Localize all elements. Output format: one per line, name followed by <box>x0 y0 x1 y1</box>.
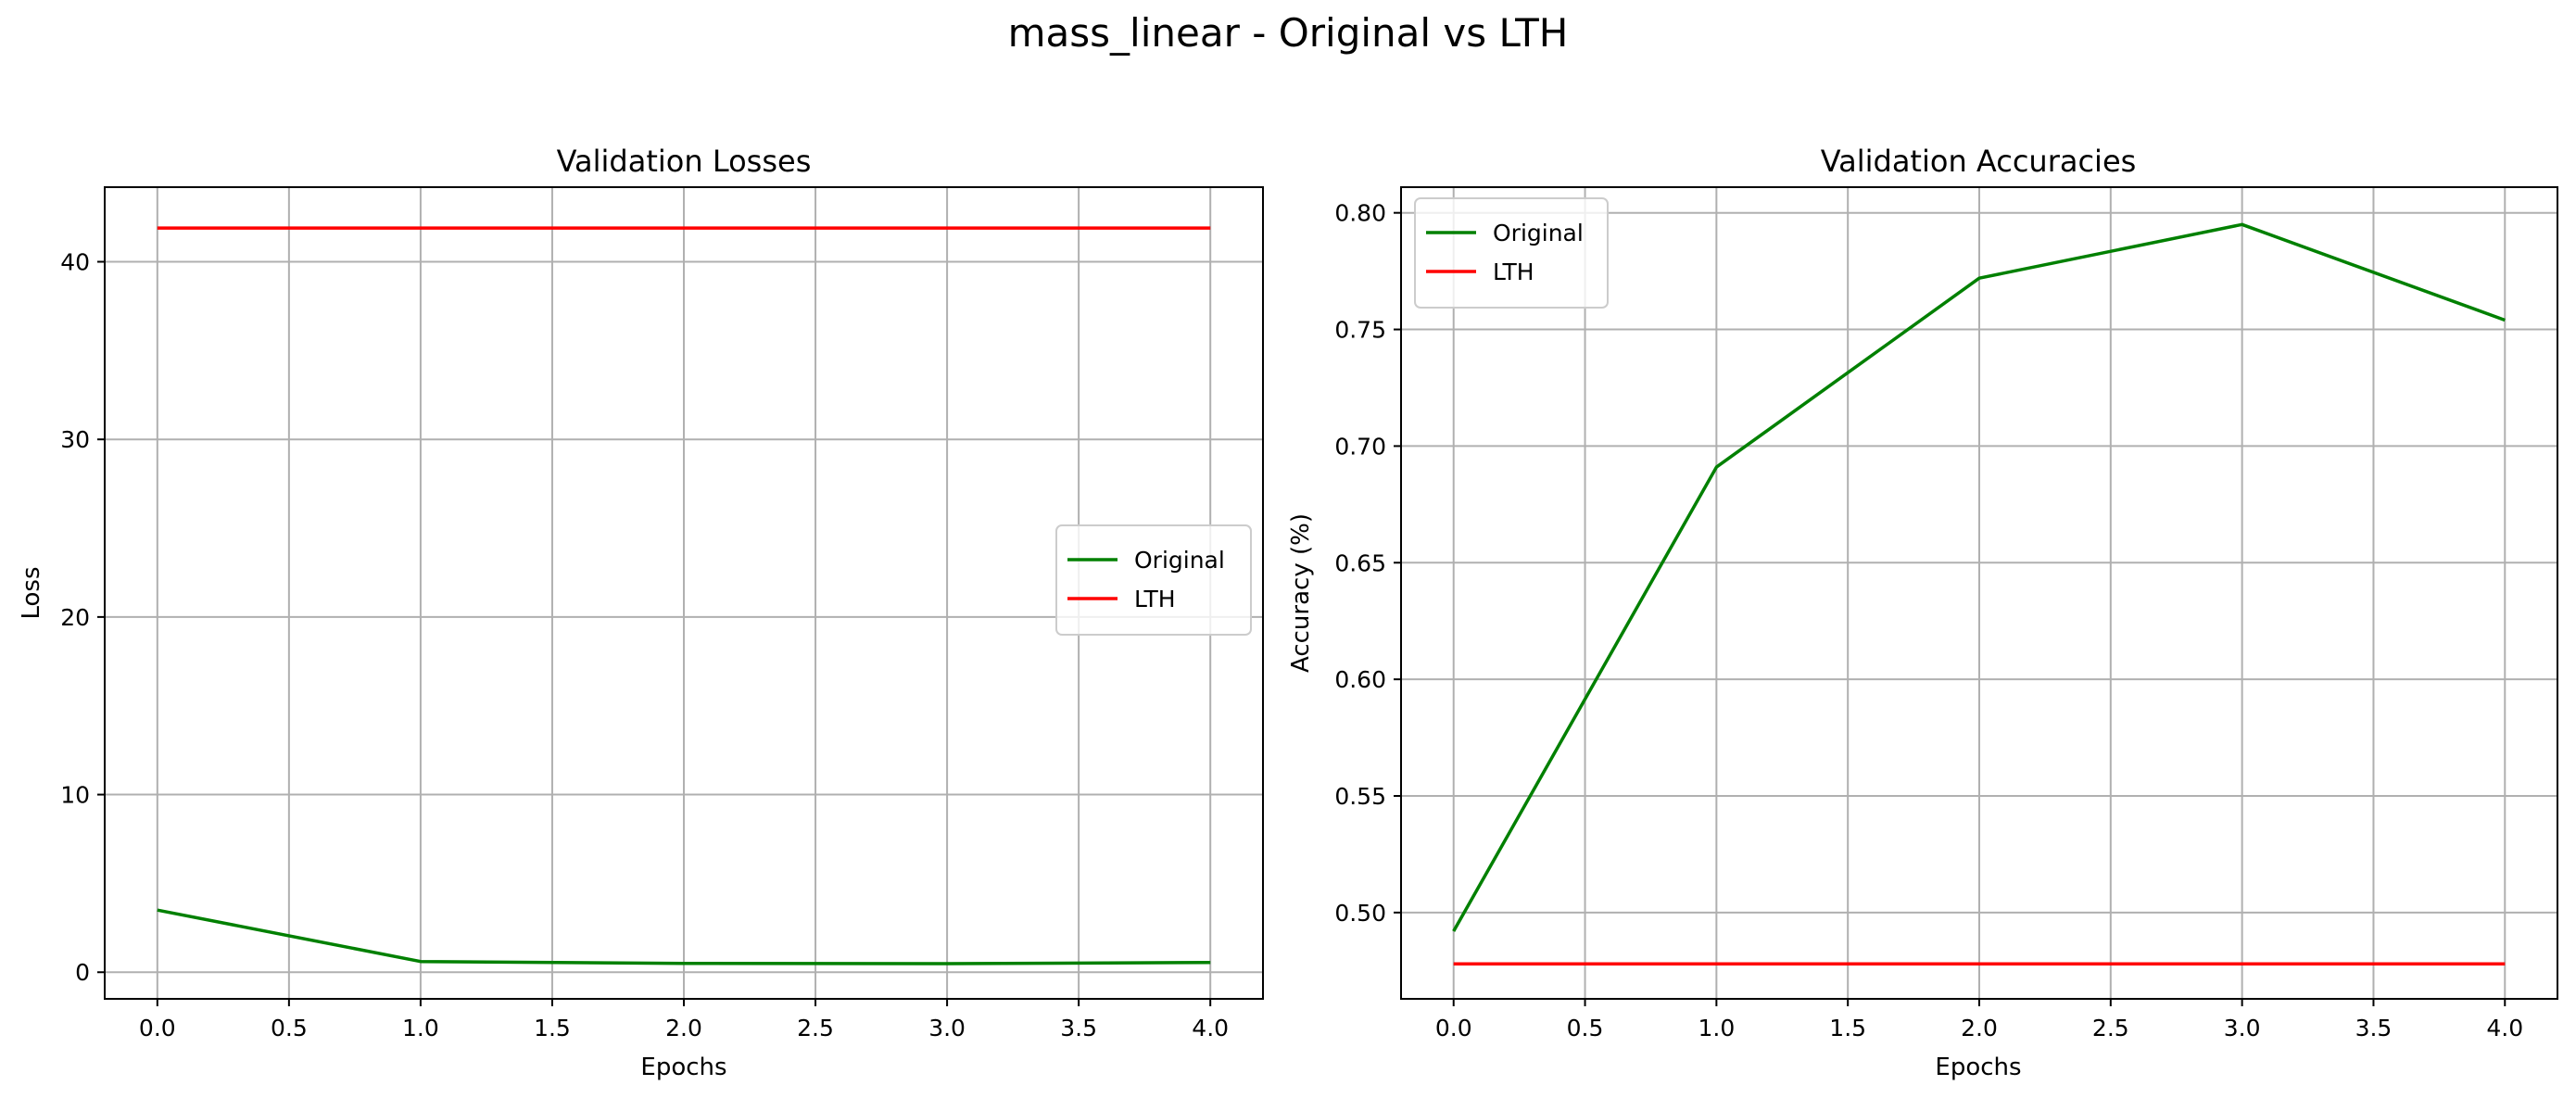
x-tick-label: 0.5 <box>271 1015 308 1041</box>
x-tick-label: 3.5 <box>2355 1015 2393 1041</box>
data-point-lth <box>157 228 158 229</box>
x-tick-label: 2.5 <box>2092 1015 2129 1041</box>
x-axis-label: Epochs <box>640 1054 726 1081</box>
y-tick-label: 0.50 <box>1334 900 1386 927</box>
axis-ticks: 0.0 0.5 1.0 1.5 2.0 2.5 3.0 3.5 4.0 0 10 20 30 40 <box>60 249 1229 1041</box>
x-tick-label: 3.0 <box>2224 1015 2261 1041</box>
chart-validation-losses: Validation Losses 0.0 0.5 1.0 1.5 2.0 2.5 3.0 3… <box>18 144 1264 1081</box>
x-tick-label: 0.0 <box>139 1015 176 1041</box>
data-point-lth <box>684 228 685 229</box>
x-axis-label: Epochs <box>1935 1054 2021 1081</box>
data-point-original <box>1453 931 1454 932</box>
series-lines <box>157 226 1211 965</box>
x-tick-label: 4.0 <box>1192 1015 1229 1041</box>
y-tick-label: 0.75 <box>1334 317 1386 344</box>
grid <box>1401 187 2557 999</box>
x-tick-label: 1.5 <box>1829 1015 1866 1041</box>
data-point-lth <box>2241 964 2242 965</box>
data-point-lth <box>1979 964 1980 965</box>
legend: Original LTH <box>1055 524 1252 636</box>
x-tick-label: 3.5 <box>1060 1015 1097 1041</box>
chart-validation-accuracies: Validation Accuracies 0.0 0.5 1.0 1.5 2.0 2.5… <box>1287 144 2558 1081</box>
series-line-original <box>157 908 1211 965</box>
legend-box <box>1414 197 1609 309</box>
y-tick-label: 0.80 <box>1334 200 1386 227</box>
legend-box <box>1055 524 1252 636</box>
y-tick-label: 0.65 <box>1334 549 1386 576</box>
data-point-original <box>157 910 158 911</box>
data-point-original <box>1716 467 1717 468</box>
x-tick-label: 0.5 <box>1567 1015 1604 1041</box>
data-point-original <box>2505 320 2506 321</box>
data-point-original <box>420 961 421 962</box>
data-point-lth <box>1716 964 1717 965</box>
data-point-original <box>947 964 948 965</box>
data-point-lth <box>2505 964 2506 965</box>
legend-label-lth: LTH <box>1134 586 1176 612</box>
y-tick-label: 0.70 <box>1334 433 1386 460</box>
data-point-original <box>2241 224 2242 225</box>
x-tick-label: 1.5 <box>534 1015 571 1041</box>
data-point-lth <box>1210 228 1211 229</box>
legend-label-original: Original <box>1493 220 1584 246</box>
axis-ticks: 0.0 0.5 1.0 1.5 2.0 2.5 3.0 3.5 4.0 0.50 0.55 0.60 0… <box>1334 200 2523 1041</box>
y-tick-label: 0 <box>75 959 90 986</box>
data-point-original <box>1210 962 1211 963</box>
figure-title: mass_linear - Original vs LTH <box>1008 10 1569 56</box>
x-tick-label: 3.0 <box>928 1015 966 1041</box>
y-tick-label: 30 <box>60 426 90 453</box>
x-tick-label: 2.5 <box>797 1015 834 1041</box>
legend-label-lth: LTH <box>1493 259 1534 285</box>
y-tick-label: 10 <box>60 782 90 809</box>
chart-title: Validation Accuracies <box>1821 144 2137 179</box>
y-axis-label: Accuracy (%) <box>1287 513 1315 673</box>
chart-title: Validation Losses <box>557 144 812 179</box>
x-tick-label: 1.0 <box>1698 1015 1735 1041</box>
x-tick-label: 2.0 <box>665 1015 702 1041</box>
y-axis-label: Loss <box>18 566 45 619</box>
series-line-original <box>1452 222 2506 932</box>
x-tick-label: 2.0 <box>1961 1015 1998 1041</box>
legend: Original LTH <box>1414 197 1609 309</box>
y-tick-label: 0.55 <box>1334 783 1386 810</box>
x-tick-label: 4.0 <box>2486 1015 2523 1041</box>
data-point-lth <box>420 228 421 229</box>
y-tick-label: 20 <box>60 604 90 631</box>
y-tick-label: 0.60 <box>1334 666 1386 693</box>
data-point-lth <box>1453 964 1454 965</box>
y-tick-label: 40 <box>60 249 90 276</box>
data-point-original <box>1979 278 1980 279</box>
series-lines <box>1452 222 2506 965</box>
legend-label-original: Original <box>1134 547 1225 574</box>
data-point-original <box>684 963 685 964</box>
x-tick-label: 1.0 <box>402 1015 439 1041</box>
data-point-lth <box>947 228 948 229</box>
x-tick-label: 0.0 <box>1435 1015 1472 1041</box>
